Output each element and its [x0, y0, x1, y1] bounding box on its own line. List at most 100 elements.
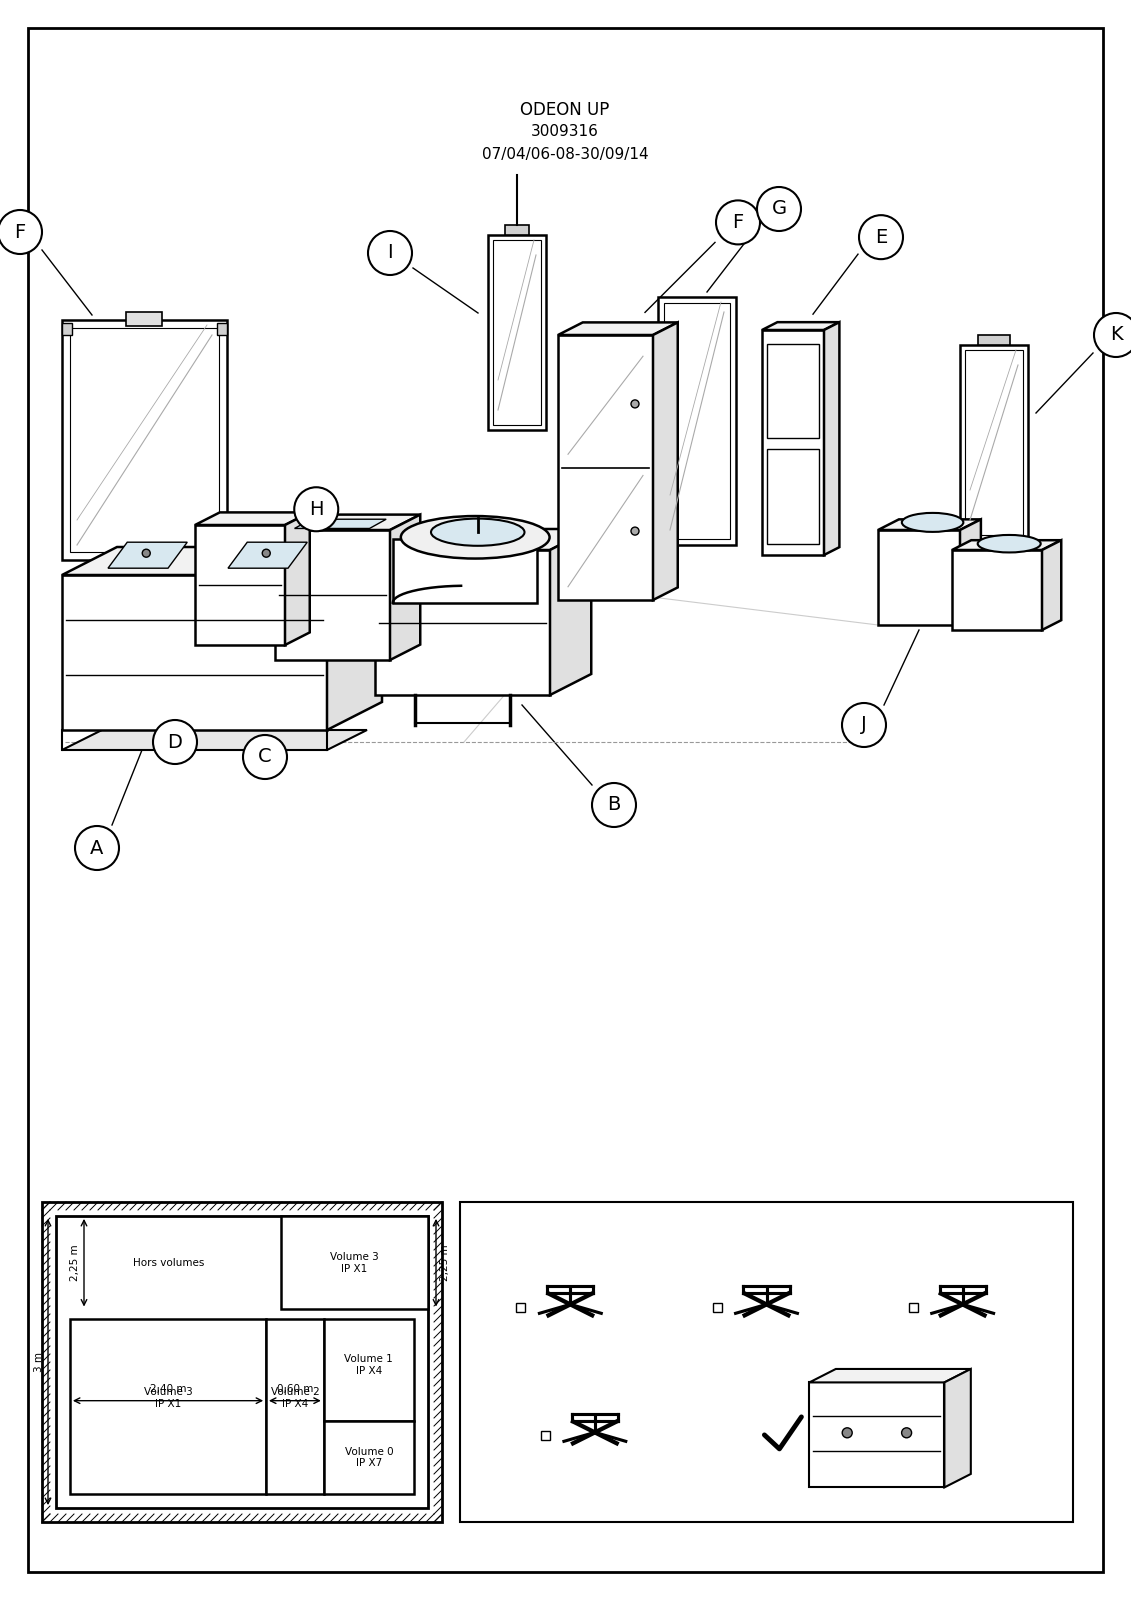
Text: 3 m: 3 m — [34, 1352, 44, 1371]
Polygon shape — [228, 542, 308, 568]
Polygon shape — [952, 541, 1061, 550]
Bar — [767, 344, 819, 438]
Bar — [266, 1320, 323, 1494]
Ellipse shape — [977, 534, 1041, 552]
Ellipse shape — [431, 518, 525, 546]
Circle shape — [901, 1427, 912, 1438]
Polygon shape — [375, 550, 550, 694]
Text: Volume 2
IP X4: Volume 2 IP X4 — [270, 1387, 319, 1408]
Polygon shape — [944, 1370, 970, 1488]
Bar — [506, 226, 529, 235]
Polygon shape — [810, 1382, 944, 1488]
Text: K: K — [1110, 325, 1122, 344]
Text: Volume 3
IP X1: Volume 3 IP X1 — [330, 1251, 379, 1274]
Text: 2,25 m: 2,25 m — [440, 1245, 450, 1282]
Text: 0,60 m: 0,60 m — [277, 1384, 313, 1394]
Bar — [767, 450, 819, 544]
Circle shape — [843, 1427, 853, 1438]
Bar — [965, 350, 1024, 534]
Text: C: C — [258, 747, 271, 766]
Circle shape — [262, 549, 270, 557]
Polygon shape — [960, 520, 981, 626]
Text: Volume 3
IP X1: Volume 3 IP X1 — [144, 1387, 192, 1408]
Circle shape — [368, 230, 412, 275]
Circle shape — [75, 826, 119, 870]
Polygon shape — [107, 542, 188, 568]
Bar — [323, 1320, 414, 1421]
Text: H: H — [309, 499, 323, 518]
Circle shape — [243, 734, 287, 779]
Text: J: J — [861, 715, 866, 734]
Text: I: I — [387, 243, 392, 262]
Polygon shape — [824, 322, 839, 555]
Bar — [57, 1216, 428, 1507]
Text: 3009316: 3009316 — [532, 125, 599, 139]
Polygon shape — [275, 530, 390, 659]
Polygon shape — [195, 525, 285, 645]
Text: 2,40 m: 2,40 m — [149, 1384, 187, 1394]
Bar — [62, 320, 227, 560]
Polygon shape — [408, 534, 534, 547]
Polygon shape — [294, 520, 386, 528]
Polygon shape — [1042, 541, 1061, 630]
Bar — [658, 298, 736, 546]
Circle shape — [631, 526, 639, 534]
Text: 07/04/06-08-30/09/14: 07/04/06-08-30/09/14 — [482, 147, 648, 162]
Polygon shape — [762, 330, 824, 555]
Polygon shape — [878, 520, 981, 530]
Circle shape — [757, 187, 801, 230]
Bar — [541, 1432, 550, 1440]
Bar — [323, 1421, 414, 1494]
Bar — [460, 1202, 1073, 1522]
Circle shape — [143, 549, 150, 557]
Polygon shape — [810, 1370, 970, 1382]
Text: D: D — [167, 733, 182, 752]
Text: 2,25 m: 2,25 m — [70, 1245, 80, 1282]
Polygon shape — [62, 574, 327, 730]
Polygon shape — [62, 730, 366, 750]
Polygon shape — [762, 322, 839, 330]
Text: Volume 0
IP X7: Volume 0 IP X7 — [345, 1446, 394, 1469]
Polygon shape — [62, 547, 382, 574]
Text: ODEON UP: ODEON UP — [520, 101, 610, 118]
Bar — [960, 346, 1028, 541]
Text: F: F — [733, 213, 743, 232]
Polygon shape — [285, 512, 310, 645]
Text: Volume 1
IP X4: Volume 1 IP X4 — [345, 1354, 394, 1376]
Text: A: A — [90, 838, 104, 858]
Polygon shape — [952, 550, 1042, 630]
Circle shape — [153, 720, 197, 765]
Polygon shape — [878, 530, 960, 626]
Bar — [282, 1216, 428, 1309]
Bar — [493, 240, 541, 426]
Circle shape — [716, 200, 760, 245]
Polygon shape — [275, 515, 421, 530]
Ellipse shape — [400, 517, 550, 558]
Bar — [978, 334, 1010, 346]
Polygon shape — [375, 530, 592, 550]
Polygon shape — [550, 530, 592, 694]
Circle shape — [1094, 314, 1131, 357]
Text: F: F — [15, 222, 26, 242]
Text: Hors volumes: Hors volumes — [132, 1258, 205, 1267]
Bar — [70, 328, 219, 552]
Bar — [487, 235, 546, 430]
Bar — [664, 302, 729, 539]
Bar — [713, 1304, 722, 1312]
Polygon shape — [195, 512, 310, 525]
Bar — [517, 1304, 525, 1312]
Bar — [126, 312, 162, 326]
Circle shape — [841, 702, 886, 747]
Bar — [908, 1304, 917, 1312]
Polygon shape — [653, 323, 677, 600]
Polygon shape — [327, 547, 382, 730]
Ellipse shape — [901, 514, 964, 531]
Bar — [217, 323, 227, 334]
Text: B: B — [607, 795, 621, 814]
Circle shape — [0, 210, 42, 254]
Text: G: G — [771, 200, 786, 219]
Circle shape — [860, 214, 903, 259]
Circle shape — [294, 488, 338, 531]
Bar — [62, 323, 72, 334]
Circle shape — [631, 400, 639, 408]
